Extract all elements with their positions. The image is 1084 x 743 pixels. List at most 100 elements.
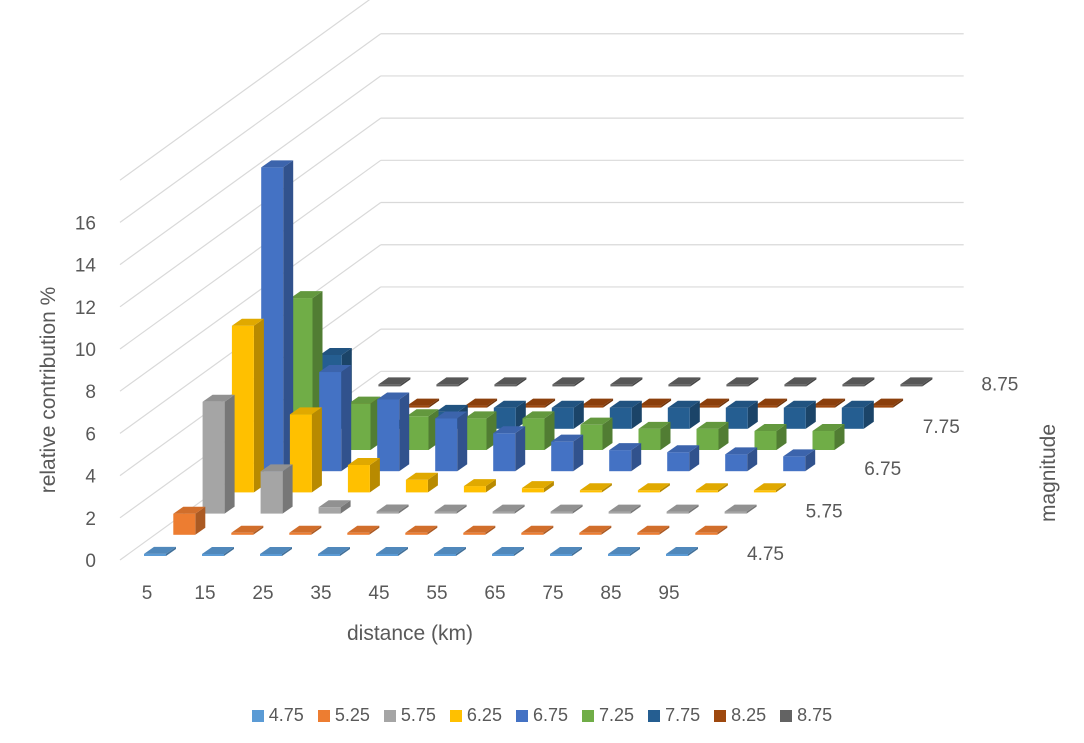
bar-side [864, 377, 875, 387]
bar-side [660, 421, 671, 450]
depth-tick-label: 7.75 [923, 417, 960, 438]
legend-label: 4.75 [268, 705, 304, 725]
bar-front [726, 384, 749, 387]
bar-side [514, 547, 524, 556]
bar-side [341, 365, 352, 472]
bar-front [638, 428, 661, 450]
bar [231, 318, 264, 493]
bar [377, 392, 410, 472]
bar [405, 472, 438, 493]
bar [522, 411, 555, 450]
bar [173, 506, 206, 535]
bar [608, 547, 640, 556]
bar-side [456, 547, 466, 556]
bar-side [718, 421, 729, 450]
bar-side [573, 400, 584, 429]
bar [521, 481, 554, 493]
bar-top [405, 525, 438, 533]
bar-top [376, 504, 409, 512]
bar-front [436, 384, 459, 387]
legend-swatch [383, 709, 396, 722]
bar-top [378, 377, 411, 385]
bar-side [747, 447, 758, 472]
bar-top [667, 445, 700, 453]
bar [610, 377, 643, 387]
bar-front [319, 372, 342, 472]
bar [406, 409, 439, 450]
bar-front [407, 405, 430, 408]
bar-top [144, 546, 176, 554]
bar-front [725, 407, 748, 429]
bar-front [464, 418, 487, 450]
bar-front [725, 454, 748, 472]
y-tick-label: 8 [85, 382, 96, 403]
bar-top [639, 398, 672, 406]
bar-top [697, 398, 730, 406]
legend-item: 8.75 [780, 705, 832, 726]
bar [521, 525, 554, 535]
legend-label: 8.75 [797, 705, 833, 725]
bar [405, 525, 438, 535]
bar-front [522, 418, 545, 450]
bar-front [318, 554, 340, 556]
bar-top [783, 449, 816, 457]
grid-line-diagonal [119, 0, 371, 181]
bar-front [637, 490, 660, 493]
bar [755, 398, 788, 408]
bar [552, 377, 585, 387]
bar-top [638, 421, 671, 429]
bar [347, 457, 380, 493]
bar-front [435, 418, 458, 472]
bar-side [311, 525, 322, 535]
bar [348, 396, 381, 450]
depth-tick-label: 6.75 [864, 459, 901, 480]
bar [260, 547, 292, 556]
bar [289, 525, 322, 535]
bar [202, 547, 234, 556]
bar-side [746, 504, 757, 514]
bar-front [666, 511, 689, 514]
bar-front [667, 407, 690, 429]
bar [463, 479, 496, 493]
y-tick-label: 12 [75, 298, 96, 319]
grid-line-diagonal [119, 117, 382, 308]
bar-top [173, 506, 206, 514]
bar-top [436, 377, 469, 385]
bar [231, 525, 264, 535]
bar-front [347, 464, 370, 493]
bar-top [260, 547, 292, 554]
bar [261, 160, 294, 472]
legend-swatch [648, 709, 661, 722]
bar [494, 377, 527, 387]
legend-swatch [251, 709, 264, 722]
bar-side [748, 377, 759, 387]
x-tick-label: 75 [542, 583, 563, 604]
bar-front [202, 554, 224, 556]
bar-side [893, 398, 904, 408]
bar-front [493, 433, 516, 472]
x-tick-labels: 5 15 25 35 45 55 65 75 85 95 [142, 583, 680, 604]
bar [378, 377, 411, 387]
bar-side [922, 377, 933, 387]
bar-top [521, 481, 554, 489]
bar [436, 377, 469, 387]
bar-top [753, 483, 786, 491]
bar-top [290, 291, 323, 299]
bar-front [348, 403, 371, 450]
bar-front [696, 428, 719, 450]
bar [523, 398, 556, 408]
bar-top [608, 547, 640, 554]
bar-front [405, 532, 428, 535]
bar-side [689, 445, 700, 472]
bar-front [289, 414, 312, 493]
y-tick-label: 6 [85, 424, 96, 445]
bar [493, 426, 526, 472]
bar-side [456, 504, 467, 514]
x-axis-label: distance (km) [347, 622, 473, 645]
bar-side [717, 483, 728, 493]
bar-top [784, 377, 817, 385]
bar-top [724, 504, 757, 512]
bar-front [494, 384, 517, 387]
depth-axis-label: magnitude [1037, 424, 1060, 522]
bar-top [609, 443, 642, 451]
